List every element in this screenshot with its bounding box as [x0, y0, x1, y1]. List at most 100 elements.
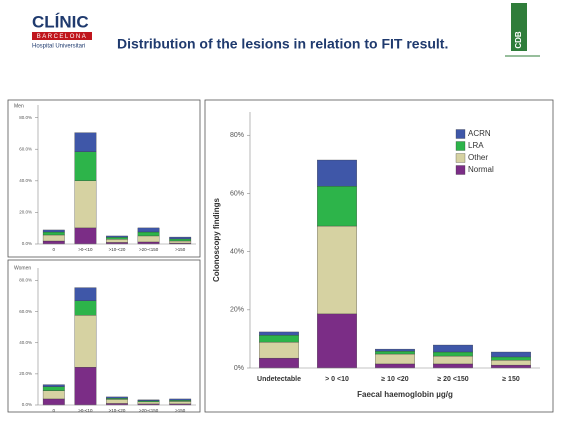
- legend-label: ACRN: [468, 129, 491, 138]
- bar-segment: [42, 390, 65, 400]
- x-tick-label: 0: [53, 247, 56, 252]
- bar-segment: [491, 359, 531, 366]
- x-tick-label: >10-<20: [109, 247, 126, 252]
- x-tick-label: >0-<10: [78, 408, 93, 413]
- bar-segment: [42, 386, 65, 391]
- bar-segment: [137, 227, 160, 233]
- legend-swatch: [455, 153, 466, 163]
- bar-segment: [74, 300, 97, 316]
- bar-segment: [375, 348, 415, 352]
- y-tick-label: 80%: [230, 132, 244, 139]
- legend-label: Other: [468, 153, 488, 162]
- y-axis-label: Colonoscopy findings: [212, 197, 221, 282]
- bar-segment: [433, 363, 473, 369]
- y-tick-label: 40%: [230, 248, 244, 255]
- y-tick-label: 0.0%: [22, 241, 32, 246]
- bar-segment: [259, 334, 299, 343]
- bar-segment: [169, 398, 192, 401]
- bar-segment: [106, 237, 128, 240]
- bar-segment: [106, 239, 128, 243]
- legend-swatch: [455, 141, 466, 151]
- bar-segment: [317, 225, 357, 315]
- bar-segment: [317, 186, 357, 227]
- bar-segment: [433, 351, 473, 357]
- x-tick-label: ≥ 20 <150: [437, 376, 468, 383]
- bar-segment: [74, 132, 97, 152]
- bar-segment: [137, 231, 160, 237]
- x-axis-label: Faecal haemoglobin µg/g: [357, 390, 453, 399]
- panel-women: [7, 259, 201, 413]
- chart-title: Women: [14, 265, 31, 271]
- bar-segment: [74, 315, 97, 368]
- slide-title: Distribution of the lesions in relation …: [117, 36, 448, 52]
- bar-segment: [137, 399, 160, 401]
- y-tick-label: 80.0%: [19, 278, 32, 283]
- bar-segment: [433, 355, 473, 365]
- badge-text: CDB: [514, 31, 523, 49]
- badge: [511, 3, 527, 51]
- x-tick-label: 0: [53, 408, 56, 413]
- bar-segment: [42, 240, 65, 245]
- bar-segment: [259, 331, 299, 336]
- bar-segment: [491, 364, 531, 369]
- bar-segment: [259, 341, 299, 359]
- bar-segment: [169, 400, 192, 402]
- bar-segment: [42, 234, 65, 242]
- y-tick-label: 0%: [234, 365, 244, 372]
- x-tick-label: >20-<150: [139, 408, 159, 413]
- bar-segment: [169, 401, 192, 405]
- bar-segment: [42, 384, 65, 387]
- y-tick-label: 20.0%: [19, 210, 32, 215]
- y-tick-label: 60.0%: [19, 309, 32, 314]
- x-tick-label: > 0 <10: [325, 376, 349, 383]
- bar-segment: [42, 398, 65, 406]
- bar-segment: [74, 180, 97, 229]
- y-tick-label: 60%: [230, 190, 244, 197]
- panel-men: [7, 99, 201, 258]
- bar-segment: [74, 151, 97, 181]
- legend-label: LRA: [468, 141, 484, 150]
- bar-segment: [42, 229, 65, 233]
- x-tick-label: >10-<20: [109, 408, 126, 413]
- bar-segment: [375, 353, 415, 365]
- bar-segment: [137, 401, 160, 405]
- bar-segment: [169, 236, 192, 240]
- x-tick-label: Undetectable: [257, 376, 301, 383]
- x-tick-label: >0-<10: [78, 247, 93, 252]
- bar-segment: [137, 241, 160, 245]
- bar-segment: [74, 287, 97, 301]
- bar-segment: [375, 350, 415, 355]
- logo-sub: BARCELONA: [37, 34, 88, 40]
- legend-label: Normal: [468, 165, 494, 174]
- bar-segment: [137, 400, 160, 403]
- y-tick-label: 60.0%: [19, 146, 32, 151]
- bar-segment: [375, 363, 415, 369]
- bar-segment: [491, 351, 531, 358]
- y-tick-label: 0.0%: [22, 402, 32, 407]
- bar-segment: [169, 240, 192, 244]
- x-tick-label: ≥ 10 <20: [381, 376, 408, 383]
- logo-bar: [32, 32, 92, 40]
- bar-segment: [137, 235, 160, 243]
- bar-segment: [106, 397, 128, 400]
- x-tick-label: >150: [175, 408, 186, 413]
- bar-segment: [259, 357, 299, 369]
- y-tick-label: 80.0%: [19, 115, 32, 120]
- chart-title: Men: [14, 103, 24, 109]
- legend-swatch: [455, 129, 466, 139]
- y-tick-label: 20.0%: [19, 371, 32, 376]
- y-tick-label: 20%: [230, 307, 244, 314]
- bar-segment: [317, 313, 357, 369]
- logo: CLÍNIC: [32, 12, 89, 31]
- y-tick-label: 40.0%: [19, 340, 32, 345]
- bar-segment: [433, 344, 473, 353]
- bar-segment: [74, 227, 97, 245]
- bar-segment: [42, 231, 65, 236]
- x-tick-label: ≥ 150: [502, 376, 520, 383]
- bar-segment: [317, 159, 357, 187]
- x-tick-label: >150: [175, 247, 186, 252]
- bar-segment: [106, 396, 128, 399]
- bar-segment: [491, 356, 531, 361]
- y-tick-label: 40.0%: [19, 178, 32, 183]
